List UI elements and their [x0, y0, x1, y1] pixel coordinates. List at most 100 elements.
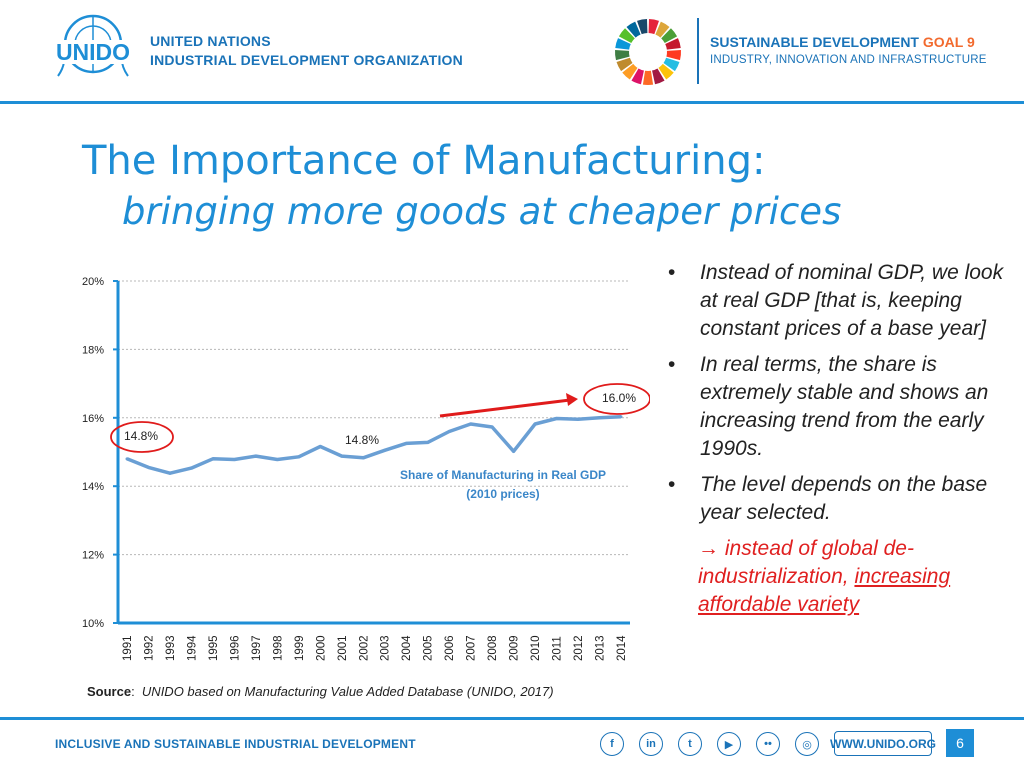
- y-tick-label: 16%: [82, 413, 104, 425]
- sdg-wheel-segment: [618, 28, 635, 44]
- twitter-icon[interactable]: t: [678, 732, 702, 756]
- note-arrow: →: [698, 537, 719, 560]
- x-tick-label: 2003: [380, 635, 392, 661]
- data-label: 14.8%: [345, 433, 379, 447]
- sdg-wheel-segment: [616, 57, 633, 72]
- data-point: [168, 471, 172, 475]
- source-label: Source: [87, 684, 132, 699]
- source-line: Source: UNIDO based on Manufacturing Val…: [87, 684, 554, 699]
- x-tick-label: 2009: [509, 635, 521, 661]
- flickr-icon[interactable]: ••: [756, 732, 780, 756]
- x-tick-label: 2007: [466, 635, 478, 661]
- page-number: 6: [946, 729, 974, 757]
- data-point: [619, 415, 623, 419]
- x-tick-label: 2013: [595, 635, 607, 661]
- sdg-wheel-segment: [666, 49, 682, 61]
- bullet-list: Instead of nominal GDP, we look at real …: [666, 259, 1006, 619]
- x-tick-label: 2005: [423, 635, 435, 661]
- x-tick-label: 2002: [358, 635, 370, 661]
- sdg-wheel-segment: [652, 68, 665, 85]
- trend-arrow-line: [439, 398, 571, 418]
- data-point: [469, 422, 473, 426]
- data-point: [297, 455, 301, 459]
- x-tick-label: 2008: [487, 635, 499, 661]
- slide-title: The Importance of Manufacturing:: [82, 138, 766, 184]
- data-point: [189, 466, 193, 470]
- sdg-wheel-segment: [642, 70, 654, 86]
- sdg-wheel-segment: [658, 63, 674, 80]
- series-line: [126, 415, 622, 475]
- y-tick-label: 12%: [82, 550, 104, 562]
- data-point: [275, 458, 279, 462]
- data-point: [232, 458, 236, 462]
- x-tick-label: 1998: [272, 635, 284, 661]
- data-point: [254, 454, 258, 458]
- sdg-wheel-segment: [626, 21, 641, 38]
- facebook-icon[interactable]: f: [600, 732, 624, 756]
- x-tick-label: 1997: [251, 635, 263, 661]
- header-rule: [0, 101, 1024, 104]
- x-tick-label: 2011: [552, 636, 564, 661]
- data-point: [125, 457, 129, 461]
- note-text: instead of global de-industrialization,: [698, 537, 914, 588]
- sdg-wheel-icon: [614, 19, 682, 86]
- sdg-wheel-segment: [622, 63, 638, 80]
- x-tick-label: 2004: [401, 635, 413, 661]
- footer-rule: [0, 717, 1024, 720]
- data-point: [426, 440, 430, 444]
- sdg-wheel-segment: [661, 28, 678, 44]
- header: UNIDO UNITED NATIONS INDUSTRIAL DEVELOPM…: [0, 0, 1024, 104]
- sdg-title-text: SUSTAINABLE DEVELOPMENT: [710, 34, 919, 50]
- sdg-wheel-segment: [648, 19, 659, 35]
- y-tick-label: 14%: [82, 481, 104, 493]
- bullet-item: In real terms, the share is extremely st…: [666, 351, 1006, 463]
- bullet-item: Instead of nominal GDP, we look at real …: [666, 259, 1006, 343]
- x-tick-label: 1996: [229, 635, 241, 661]
- sdg-wheel-segment: [665, 38, 681, 50]
- sdg-title: SUSTAINABLE DEVELOPMENT GOAL 9: [710, 34, 975, 50]
- annotation-circle: [583, 383, 650, 415]
- sdg-wheel-segment: [663, 57, 680, 72]
- data-point: [146, 465, 150, 469]
- x-tick-label: 2010: [530, 635, 542, 661]
- trend-arrow-head: [566, 393, 578, 406]
- data-point: [211, 457, 215, 461]
- data-point: [512, 449, 516, 453]
- note-underlined-text: increasing affordable variety: [698, 565, 951, 616]
- x-tick-label: 1994: [186, 635, 198, 661]
- linkedin-icon[interactable]: in: [639, 732, 663, 756]
- header-divider: [697, 18, 699, 84]
- y-tick-label: 18%: [82, 344, 104, 356]
- unido-logo: UNIDO: [52, 14, 134, 77]
- data-point: [533, 422, 537, 426]
- x-tick-label: 2012: [573, 635, 585, 661]
- data-point: [340, 454, 344, 458]
- instagram-icon[interactable]: ◎: [795, 732, 819, 756]
- data-label: 16.0%: [602, 391, 636, 405]
- data-label: 14.8%: [124, 429, 158, 443]
- chart-title: Share of Manufacturing in Real GDP: [400, 468, 606, 482]
- data-point: [318, 445, 322, 449]
- x-tick-label: 1995: [208, 635, 220, 661]
- org-name-line2: INDUSTRIAL DEVELOPMENT ORGANIZATION: [150, 52, 463, 68]
- x-tick-label: 2001: [337, 635, 349, 661]
- footer-tagline: INCLUSIVE AND SUSTAINABLE INDUSTRIAL DEV…: [55, 737, 416, 751]
- sdg-wheel-segment: [631, 68, 644, 85]
- data-point: [383, 448, 387, 452]
- org-name-line1: UNITED NATIONS: [150, 33, 271, 49]
- data-point: [361, 456, 365, 460]
- y-tick-label: 10%: [82, 618, 104, 630]
- data-point: [490, 425, 494, 429]
- data-point: [447, 429, 451, 433]
- slide-subtitle: bringing more goods at cheaper prices: [122, 190, 842, 233]
- sdg-goal-text: GOAL 9: [922, 34, 975, 50]
- source-text: UNIDO based on Manufacturing Value Added…: [141, 684, 554, 699]
- youtube-icon[interactable]: ▶: [717, 732, 741, 756]
- website-link[interactable]: WWW.UNIDO.ORG: [830, 731, 936, 756]
- data-point: [404, 441, 408, 445]
- sdg-subtitle: INDUSTRY, INNOVATION AND INFRASTRUCTURE: [710, 54, 987, 66]
- x-tick-label: 1993: [165, 635, 177, 661]
- highlight-note: → instead of global de-industrialization…: [666, 535, 1006, 619]
- x-tick-label: 2000: [315, 635, 327, 661]
- sdg-wheel-segment: [614, 49, 630, 61]
